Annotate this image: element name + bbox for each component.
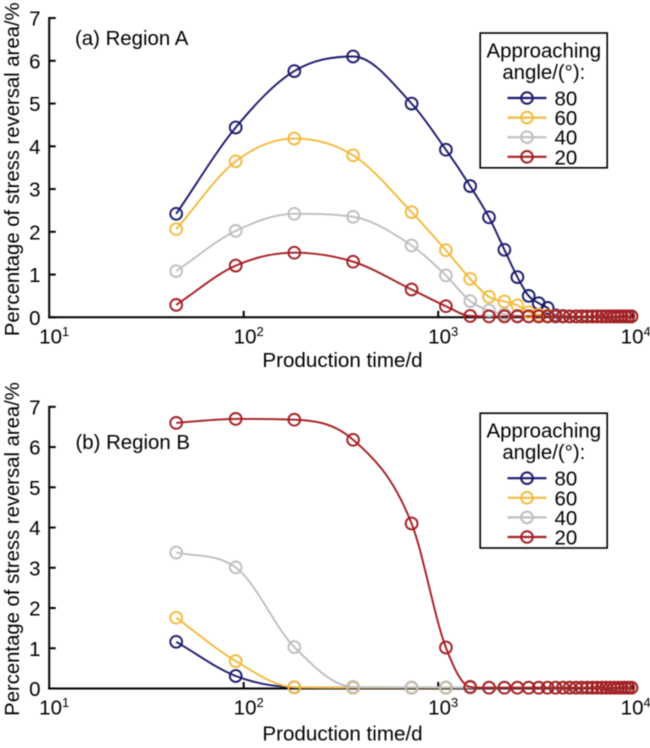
svg-text:6: 6 <box>29 50 40 73</box>
svg-text:6: 6 <box>29 437 40 460</box>
svg-text:60: 60 <box>555 488 578 510</box>
svg-text:2: 2 <box>29 598 40 621</box>
svg-text:40: 40 <box>555 128 578 150</box>
svg-text:Production time/d: Production time/d <box>262 349 422 372</box>
svg-text:Approaching: Approaching <box>487 421 602 443</box>
svg-text:0: 0 <box>29 307 40 330</box>
svg-text:(a) Region A: (a) Region A <box>75 28 189 50</box>
svg-text:7: 7 <box>29 8 40 31</box>
svg-text:20: 20 <box>555 528 578 550</box>
svg-text:4: 4 <box>29 136 40 159</box>
svg-text:80: 80 <box>555 89 578 111</box>
svg-text:5: 5 <box>29 93 40 116</box>
svg-text:5: 5 <box>29 477 40 500</box>
svg-text:Production time/d: Production time/d <box>262 723 422 746</box>
svg-text:1: 1 <box>29 264 40 287</box>
svg-text:103: 103 <box>428 324 458 349</box>
svg-text:3: 3 <box>29 557 40 580</box>
svg-text:angle/(°):: angle/(°): <box>502 62 585 84</box>
svg-text:(b) Region B: (b) Region B <box>76 432 190 454</box>
svg-text:angle/(°):: angle/(°): <box>502 442 585 464</box>
svg-text:4: 4 <box>29 517 40 540</box>
svg-text:3: 3 <box>29 179 40 202</box>
svg-text:80: 80 <box>555 469 578 491</box>
svg-text:2: 2 <box>29 221 40 244</box>
svg-text:7: 7 <box>29 396 40 419</box>
svg-text:0: 0 <box>29 678 40 701</box>
svg-text:20: 20 <box>555 147 578 169</box>
svg-text:60: 60 <box>555 108 578 130</box>
svg-text:40: 40 <box>555 508 578 530</box>
svg-text:Percentage of stress reversal: Percentage of stress reversal area/% <box>2 382 24 716</box>
svg-text:1: 1 <box>29 638 40 661</box>
svg-text:Percentage of stress reversal: Percentage of stress reversal area/% <box>2 2 24 336</box>
svg-text:Approaching: Approaching <box>487 40 602 62</box>
